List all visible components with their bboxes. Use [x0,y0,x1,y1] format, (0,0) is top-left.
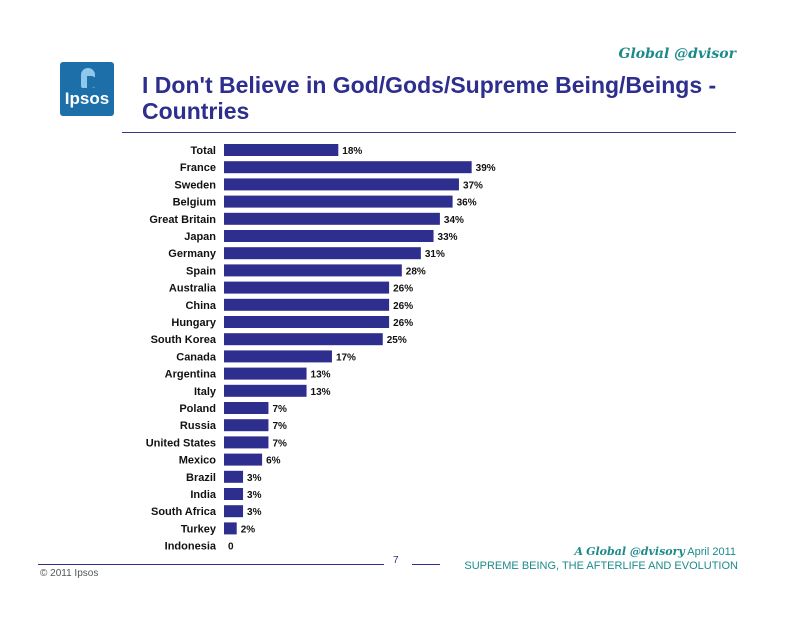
value-label-japan: 33% [438,232,458,243]
bar-mexico [224,453,263,466]
bar-china [224,298,390,311]
logo-mark-cutout [87,76,97,88]
bar-india [224,488,244,500]
value-label-south-africa: 3% [247,507,262,518]
bar-spain [224,264,402,277]
category-label-indonesia: Indonesia [165,541,217,553]
value-label-turkey: 2% [241,524,256,535]
value-label-spain: 28% [406,266,426,277]
footer-brand-date: April 2011 [687,546,736,558]
value-label-great-britain: 34% [444,215,464,226]
category-label-india: India [190,489,217,501]
category-label-argentina: Argentina [165,369,217,381]
footer-brand: A Global @dvisory April 2011 [575,545,737,558]
bar-russia [224,419,269,432]
category-label-poland: Poland [179,403,216,415]
value-label-united-states: 7% [272,438,287,449]
bar-sweden [224,178,459,191]
value-label-hungary: 26% [393,318,413,329]
title-divider [122,132,736,133]
footer-brand-prefix: A [574,545,584,558]
category-label-spain: Spain [186,265,216,277]
value-label-belgium: 36% [457,198,477,209]
footer-subtitle: SUPREME BEING, THE AFTERLIFE AND EVOLUTI… [464,560,738,572]
category-label-turkey: Turkey [181,523,217,535]
category-label-france: France [180,162,216,174]
category-label-total: Total [191,145,216,157]
logo-text: Ipsos [64,89,110,108]
category-label-hungary: Hungary [171,317,217,329]
footer-divider-left [38,564,384,565]
value-label-mexico: 6% [266,456,281,467]
category-label-south-korea: South Korea [151,334,217,346]
category-label-belgium: Belgium [173,197,217,209]
category-label-mexico: Mexico [179,455,217,467]
value-label-argentina: 13% [311,370,331,381]
category-label-japan: Japan [184,231,216,243]
value-label-france: 39% [476,163,496,174]
bar-south-africa [224,505,244,518]
category-label-south-africa: South Africa [151,506,217,518]
value-label-germany: 31% [425,249,445,260]
value-label-canada: 17% [336,352,356,363]
bar-canada [224,350,332,363]
value-label-china: 26% [393,301,413,312]
category-label-great-britain: Great Britain [149,214,216,226]
value-label-india: 3% [247,490,262,501]
category-label-australia: Australia [169,283,217,295]
footer-brand-name: Global @dvisory [586,545,685,558]
copyright: © 2011 Ipsos [40,568,99,579]
value-label-poland: 7% [272,404,287,415]
value-label-italy: 13% [311,387,331,398]
category-label-germany: Germany [168,248,217,260]
category-label-brazil: Brazil [186,472,216,484]
category-label-canada: Canada [176,351,217,363]
bar-total [224,144,339,156]
page-number: 7 [393,555,399,566]
bar-united-states [224,436,269,449]
bar-france [224,161,472,174]
bar-poland [224,402,269,414]
value-label-total: 18% [342,146,362,157]
bar-germany [224,247,421,260]
category-label-china: China [185,300,216,312]
category-label-italy: Italy [194,386,217,398]
value-label-sweden: 37% [463,180,483,191]
category-label-sweden: Sweden [174,179,216,191]
value-label-brazil: 3% [247,473,262,484]
value-label-russia: 7% [272,421,287,432]
bar-chart: Total 18% France 39% Sweden 37% Belgium 36% Grea… [146,144,496,553]
category-label-russia: Russia [180,420,217,432]
bar-great-britain [224,212,440,225]
bar-belgium [224,195,453,208]
bar-hungary [224,316,390,328]
bar-south-korea [224,333,383,346]
bar-turkey [224,522,237,535]
value-label-australia: 26% [393,284,413,295]
value-label-indonesia: 0 [228,542,234,553]
bar-argentina [224,367,307,380]
ipsos-logo: Ipsos [60,62,114,116]
bar-australia [224,281,390,294]
value-label-south-korea: 25% [387,335,407,346]
bar-brazil [224,470,244,483]
footer-divider-right [412,564,440,565]
category-label-united-states: United States [146,437,216,449]
brand-tag: Global @dvisor [618,46,736,62]
bar-japan [224,230,434,242]
page-title: I Don't Believe in God/Gods/Supreme Bein… [142,72,717,124]
bar-italy [224,384,307,397]
